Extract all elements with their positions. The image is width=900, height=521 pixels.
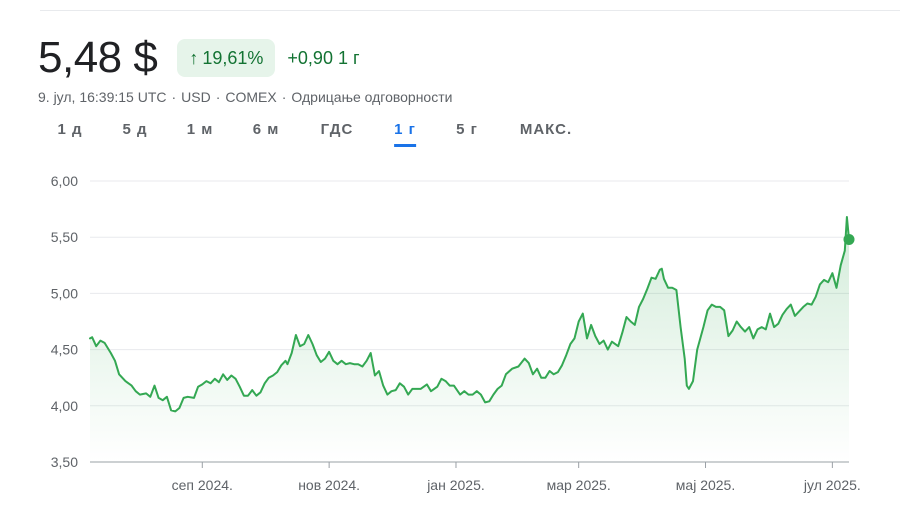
tab-5d[interactable]: 5 д — [122, 121, 148, 138]
tab-max[interactable]: МАКС. — [519, 121, 573, 138]
disclaimer-link[interactable]: Одрицање одговорности — [291, 89, 453, 105]
price-chart-svg: 3,50 4,00 4,50 5,00 5,50 6,00 сеп 2024. нов 20… — [51, 173, 861, 493]
quote-exchange: COMEX — [225, 89, 277, 105]
y-tick-label: 4,50 — [51, 342, 78, 358]
current-value-dot — [843, 233, 855, 245]
meta-separator: · — [215, 89, 221, 105]
x-tick-label: јул 2025. — [803, 477, 861, 493]
meta-separator: · — [171, 89, 177, 105]
top-divider — [40, 10, 900, 11]
x-tick-label: јан 2025. — [426, 477, 485, 493]
x-tick-label: мар 2025. — [547, 477, 611, 493]
quote-timestamp: 9. јул, 16:39:15 UTC — [38, 89, 167, 105]
change-absolute: +0,90 1 г — [287, 47, 360, 68]
quote-meta: 9. јул, 16:39:15 UTC · USD · COMEX · Одрицање … — [38, 89, 452, 105]
series-area — [90, 217, 849, 462]
y-tick-label: 4,00 — [51, 398, 78, 414]
x-tick-label: сеп 2024. — [172, 477, 233, 493]
y-tick-label: 5,50 — [51, 229, 78, 245]
x-tick-label: мај 2025. — [676, 477, 735, 493]
tab-5y[interactable]: 5 г — [456, 121, 478, 138]
meta-separator: · — [281, 89, 287, 105]
current-price: 5,48 $ — [38, 33, 158, 82]
y-tick-label: 5,00 — [51, 285, 78, 301]
tab-1d[interactable]: 1 д — [57, 121, 83, 138]
series-line — [89, 216, 850, 413]
arrow-up-icon: ↑ — [189, 48, 199, 68]
change-percent-badge: ↑ 19,61% — [177, 39, 276, 77]
price-header: 5,48 $ ↑ 19,61% +0,90 1 г — [38, 30, 360, 86]
price-chart[interactable]: 3,50 4,00 4,50 5,00 5,50 6,00 сеп 2024. нов 20… — [0, 160, 900, 521]
tab-1y[interactable]: 1 г — [394, 121, 416, 147]
y-tick-label: 3,50 — [51, 454, 78, 470]
quote-currency: USD — [181, 89, 211, 105]
x-tick-label: нов 2024. — [298, 477, 360, 493]
y-tick-label: 6,00 — [51, 173, 78, 189]
tab-1m[interactable]: 1 м — [186, 121, 214, 138]
tab-6m[interactable]: 6 м — [252, 121, 280, 138]
tab-ytd[interactable]: ГДС — [320, 121, 354, 138]
change-percent: 19,61% — [202, 47, 264, 68]
